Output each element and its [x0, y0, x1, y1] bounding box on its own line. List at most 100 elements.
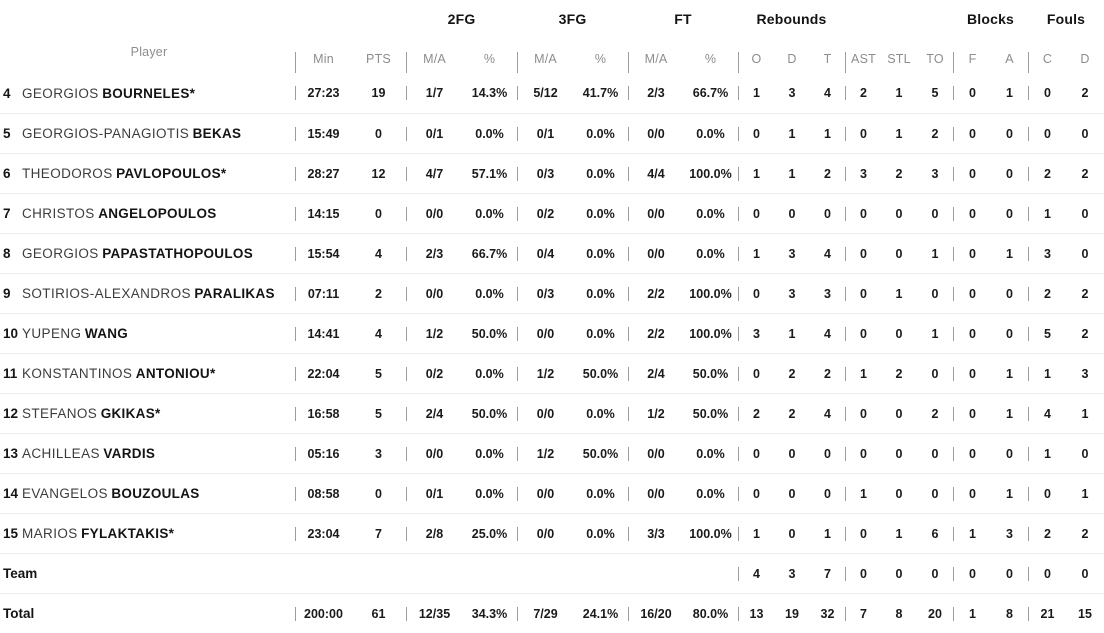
- stat-blk-f: 0: [953, 446, 991, 461]
- group-3fg-label: 3FG: [558, 10, 587, 27]
- stat-min: 15:49: [295, 126, 351, 141]
- stat-fg2-pct: 0.0%: [475, 366, 504, 381]
- stat-blk-a: 0: [1006, 126, 1013, 141]
- stat-reb-o: 3: [738, 326, 774, 341]
- player-row: 14 EVANGELOS BOUZOULAS 08:58 0 0/1 0.0% 0/0 0.0…: [0, 473, 1104, 513]
- stat-foul-c: 0: [1028, 486, 1066, 501]
- player-name-cell: 8 GEORGIOS PAPASTATHOPOULOS: [0, 246, 295, 261]
- player-first-name: EVANGELOS: [22, 486, 108, 501]
- stat-ft-ma: 0/0: [628, 206, 683, 221]
- total-row: Total 200:00 61 12/35 34.3% 7/29 24.1% 16/20 80.…: [0, 593, 1104, 633]
- stat-min: 22:04: [295, 366, 351, 381]
- stat-pts: 61: [371, 606, 386, 621]
- stat-blk-f: 0: [953, 86, 991, 100]
- stat-stl: 2: [895, 366, 903, 381]
- player-first-name: STEFANOS: [22, 406, 98, 421]
- stat-stl: 1: [895, 526, 903, 541]
- player-name-cell: 5 GEORGIOS-PANAGIOTIS BEKAS: [0, 126, 295, 141]
- ft-ma-column-header: M/A: [628, 52, 683, 73]
- player-last-name: GKIKAS*: [100, 406, 161, 421]
- to-column-header: TO: [926, 52, 944, 66]
- player-number: 9: [3, 286, 11, 301]
- stat-ast: 3: [845, 166, 881, 181]
- stat-stl: 0: [895, 246, 903, 261]
- stat-reb-t: 0: [824, 486, 831, 501]
- row-label: Team: [3, 566, 38, 581]
- stat-stl: 0: [895, 566, 903, 581]
- player-last-name: BOUZOULAS: [111, 486, 200, 501]
- stat-ast: 1: [845, 486, 881, 501]
- stat-blk-a: 0: [1006, 446, 1013, 461]
- stat-fg3-pct: 24.1%: [582, 606, 619, 621]
- stat-to: 0: [931, 486, 939, 501]
- stat-fg3-pct: 0.0%: [586, 486, 615, 501]
- stat-fg2-ma: 0/2: [406, 366, 462, 381]
- stat-reb-d: 19: [785, 606, 799, 621]
- stat-fg2-pct: 0.0%: [475, 486, 504, 501]
- stat-fg2-pct: 50.0%: [471, 326, 508, 341]
- stat-blk-f: 0: [953, 326, 991, 341]
- stat-pts: 5: [375, 406, 382, 421]
- stat-reb-d: 1: [788, 166, 796, 181]
- stat-pts: 7: [375, 526, 382, 541]
- stat-min: 07:11: [295, 286, 351, 301]
- stat-blk-a: 0: [1006, 206, 1013, 221]
- stat-foul-d: 0: [1081, 126, 1089, 141]
- reb-t-column-header: T: [823, 52, 832, 66]
- stat-ft-pct: 100.0%: [689, 526, 732, 541]
- stat-fg2-pct: 66.7%: [471, 246, 508, 261]
- stat-ast: 0: [845, 526, 881, 541]
- ft-pct-column-header: %: [704, 52, 717, 66]
- stat-foul-d: 15: [1078, 606, 1092, 621]
- player-first-name: KONSTANTINOS: [22, 366, 133, 381]
- stat-to: 0: [931, 446, 939, 461]
- stat-reb-d: 0: [788, 206, 796, 221]
- stat-reb-d: 1: [788, 126, 796, 141]
- stat-ft-pct: 50.0%: [692, 366, 729, 381]
- player-number: 6: [3, 166, 11, 181]
- stat-fg3-pct: 41.7%: [582, 86, 619, 100]
- stat-blk-a: 1: [1006, 86, 1013, 100]
- player-row: 6 THEODOROS PAVLOPOULOS* 28:27 12 4/7 57.1% 0/…: [0, 153, 1104, 193]
- stat-pts: 5: [375, 366, 382, 381]
- stat-reb-d: 2: [788, 366, 796, 381]
- stat-blk-a: 0: [1006, 326, 1013, 341]
- stat-ft-ma: 0/0: [628, 126, 683, 141]
- min-column-header: Min: [295, 52, 351, 73]
- row-label: Total: [3, 606, 35, 621]
- stat-fg2-pct: 0.0%: [475, 206, 504, 221]
- player-name-cell: 11 KONSTANTINOS ANTONIOU*: [0, 366, 295, 381]
- stat-reb-o: 0: [738, 366, 774, 381]
- fouls-d-column-header: D: [1080, 52, 1090, 66]
- stat-reb-t: 1: [824, 126, 831, 141]
- stat-foul-d: 1: [1081, 406, 1089, 421]
- stat-fg3-pct: 50.0%: [582, 446, 619, 461]
- group-blocks-label: Blocks: [966, 10, 1015, 27]
- player-last-name: BEKAS: [192, 126, 242, 141]
- stat-min: 08:58: [295, 486, 351, 501]
- stat-fg3-ma: 0/0: [517, 526, 573, 541]
- stat-ft-ma: 3/3: [628, 526, 683, 541]
- stat-foul-c: 21: [1028, 606, 1066, 621]
- player-last-name: PAVLOPOULOS*: [116, 166, 227, 181]
- stat-reb-o: 2: [738, 406, 774, 421]
- stat-fg3-ma: 5/12: [517, 86, 573, 100]
- stat-pts: 4: [375, 246, 382, 261]
- 3fg-pct-column-header: %: [594, 52, 607, 66]
- table-body: 4 GEORGIOS BOURNELES* 27:23 19 1/7 14.3% 5/12 4…: [0, 73, 1104, 633]
- stat-fg3-pct: 0.0%: [586, 126, 615, 141]
- player-row: 10 YUPENG WANG 14:41 4 1/2 50.0% 0/0 0.0% 2/2 100…: [0, 313, 1104, 353]
- player-name-cell: 10 YUPENG WANG: [0, 326, 295, 341]
- stat-ft-pct: 0.0%: [696, 206, 725, 221]
- stat-min: 05:16: [295, 446, 351, 461]
- stat-ft-ma: 0/0: [628, 446, 683, 461]
- stat-to: 0: [931, 366, 939, 381]
- stat-blk-f: 0: [953, 366, 991, 381]
- stat-reb-t: 2: [824, 366, 831, 381]
- stat-pts: 12: [371, 166, 386, 181]
- stat-ast: 0: [845, 566, 881, 581]
- stat-ft-pct: 66.7%: [692, 86, 729, 100]
- 3fg-ma-column-header: M/A: [517, 52, 573, 73]
- player-number: 15: [3, 526, 19, 541]
- stat-reb-d: 3: [788, 566, 796, 581]
